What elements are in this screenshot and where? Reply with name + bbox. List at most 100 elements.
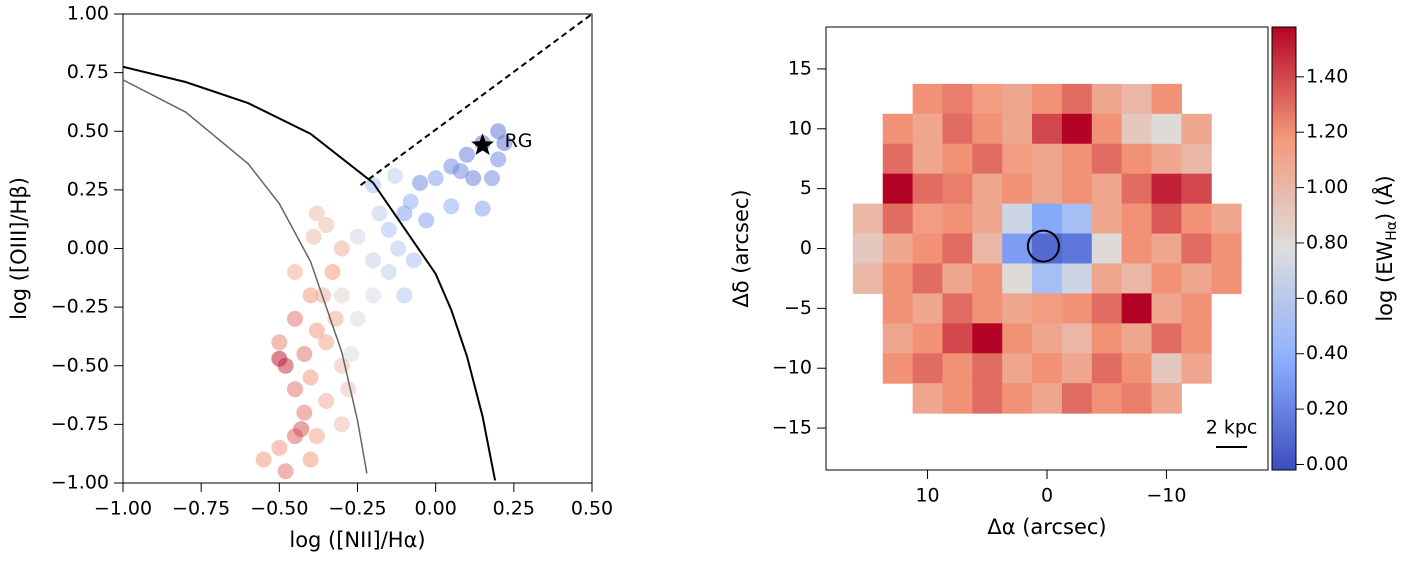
map-pixel (1121, 173, 1153, 205)
scale-bar-label: 2 kpc (1206, 417, 1258, 439)
map-pixel (912, 263, 943, 294)
data-point (308, 205, 325, 222)
colorbar-tick-label: 0.80 (1306, 231, 1348, 253)
map-pixel (1091, 173, 1123, 205)
map-pixel (1181, 233, 1212, 264)
x-tick-label: 0 (1041, 485, 1053, 507)
map-pixel (1151, 173, 1182, 205)
data-point (333, 287, 350, 304)
data-point (490, 123, 507, 140)
data-point (302, 287, 319, 304)
y-tick-label: 0 (800, 237, 812, 259)
map-pixel (1091, 233, 1123, 264)
map-pixel (1091, 83, 1123, 115)
map-pixel (942, 293, 973, 324)
map-pixel (912, 383, 943, 414)
data-point (333, 416, 350, 433)
data-point (286, 381, 303, 398)
map-pixel (942, 203, 973, 235)
colorbar-label-part: log (EW (1373, 241, 1397, 322)
colorbar-tick-label: 0.40 (1306, 342, 1348, 364)
x-tick-label: 0.25 (493, 498, 535, 520)
y-tick-label: −0.75 (51, 413, 109, 435)
map-pixel (1151, 263, 1182, 294)
colorbar-tick-label: 1.20 (1306, 121, 1348, 143)
map-pixel (1211, 263, 1242, 294)
map-pixel (972, 383, 1003, 414)
map-pixel (1032, 173, 1063, 205)
data-point (286, 263, 303, 280)
y-axis-label: log ([OIII]/Hβ) (7, 177, 31, 320)
data-point (412, 174, 429, 191)
map-pixel (942, 263, 973, 294)
data-point (318, 392, 335, 409)
x-tick-label: 0.00 (415, 498, 457, 520)
data-point (402, 193, 419, 210)
data-point (271, 334, 288, 351)
map-pixel (912, 233, 943, 264)
map-pixel (1211, 233, 1242, 264)
map-pixel (1151, 113, 1182, 145)
map-pixel (972, 173, 1003, 205)
data-point (318, 334, 335, 351)
map-pixel (1061, 173, 1093, 205)
y-tick-label: 1.00 (67, 3, 109, 25)
map-pixel (1061, 323, 1093, 354)
map-pixel (882, 353, 914, 384)
aperture (1026, 229, 1060, 263)
map-pixel (852, 233, 884, 264)
data-point (490, 151, 507, 168)
y-tick-label: −15 (772, 417, 812, 439)
map-pixel (1181, 353, 1212, 384)
map-pixel (1061, 233, 1093, 264)
data-point (405, 252, 422, 269)
y-tick-label: −5 (784, 297, 812, 319)
map-pixel (1002, 353, 1033, 384)
data-point (308, 322, 325, 339)
y-tick-label: −10 (772, 357, 812, 379)
data-point (255, 451, 272, 468)
map-pixel (1061, 83, 1093, 115)
map-pixel (1032, 113, 1063, 145)
map-pixel (1181, 263, 1212, 294)
marker-label: RG (505, 130, 533, 152)
map-pixel (1121, 353, 1153, 384)
data-point (286, 310, 303, 327)
y-tick-label: 5 (800, 177, 812, 199)
data-point (271, 439, 288, 456)
map-pixel (912, 323, 943, 354)
colorbar-label: log (EWHα) (Å) (1371, 175, 1400, 321)
map-pixel (942, 323, 973, 354)
map-pixel (1181, 113, 1212, 145)
map-pixel (972, 263, 1003, 294)
data-point (365, 287, 382, 304)
map-pixel (1091, 293, 1123, 324)
map-pixel (1181, 173, 1212, 205)
map-pixel (1002, 383, 1033, 414)
map-pixel (882, 293, 914, 324)
map-pixel (1121, 143, 1153, 175)
map-pixel (1061, 293, 1093, 324)
data-point (277, 357, 294, 374)
map-pixel (1002, 83, 1033, 115)
map-pixel (1002, 323, 1033, 354)
map-pixel (882, 233, 914, 264)
data-point (458, 146, 475, 163)
map-pixel (882, 263, 914, 294)
data-point (277, 463, 294, 480)
map-pixel (942, 233, 973, 264)
y-axis-label: Δδ (arcsec) (729, 189, 753, 307)
map-pixel (1151, 203, 1182, 235)
data-point (349, 228, 366, 245)
map-pixel (1121, 83, 1153, 115)
map-pixel (1121, 203, 1153, 235)
colorbar (1271, 26, 1297, 471)
map-pixel (1032, 383, 1063, 414)
map-pixel (1002, 173, 1033, 205)
data-point (308, 428, 325, 445)
data-point (443, 198, 460, 215)
demarcation-line (360, 13, 593, 186)
map-pixel (1151, 293, 1182, 324)
map-pixel (1091, 383, 1123, 414)
